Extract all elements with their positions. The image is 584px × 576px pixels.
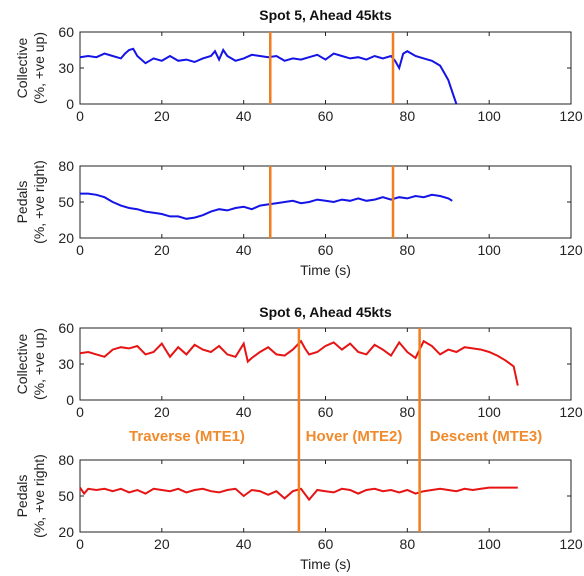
y-axis-label-line2: (%, +ve right) <box>31 160 47 244</box>
y-axis-label-line2: (%, +ve up) <box>31 32 47 104</box>
y-tick-label: 20 <box>58 230 74 246</box>
x-axis-label: Time (s) <box>300 556 351 572</box>
y-tick-label: 0 <box>66 392 74 408</box>
axes-frame <box>79 165 572 239</box>
x-axis-label: Time (s) <box>300 262 351 278</box>
y-tick-label: 30 <box>58 60 74 76</box>
x-tick-label: 40 <box>236 108 252 124</box>
collective-series-line <box>79 339 519 386</box>
x-tick-label: 80 <box>400 108 416 124</box>
panel-spot5-collective: Spot 5, Ahead 45kts 0 20 40 60 80 100 120 0 30 60… <box>14 7 583 124</box>
y-tick-label: 30 <box>58 356 74 372</box>
y-tick-label: 60 <box>58 320 74 336</box>
x-tick-label: 100 <box>477 108 501 124</box>
panel-spot6-collective: Spot 6, Ahead 45kts 0 20 40 60 80 100 120 0 30 60… <box>14 304 583 420</box>
x-tick-label: 60 <box>318 536 334 552</box>
panel-title: Spot 6, Ahead 45kts <box>259 304 392 320</box>
x-tick-label: 60 <box>318 108 334 124</box>
phase-label-hover: Hover (MTE2) <box>306 428 403 445</box>
x-tick-label: 120 <box>559 242 583 258</box>
y-tick-label: 0 <box>66 96 74 112</box>
x-tick-label: 20 <box>154 242 170 258</box>
y-tick-label: 20 <box>58 524 74 540</box>
pedals-series-line <box>79 486 518 502</box>
x-tick-label: 120 <box>559 536 583 552</box>
x-tick-label: 0 <box>76 108 84 124</box>
y-axis-label-line1: Collective <box>14 37 30 98</box>
x-tick-label: 20 <box>154 536 170 552</box>
phase-label-traverse: Traverse (MTE1) <box>129 428 245 445</box>
x-tick-label: 40 <box>236 536 252 552</box>
y-axis-label-line2: (%, +ve up) <box>31 328 47 400</box>
x-tick-label: 100 <box>477 242 501 258</box>
x-tick-label: 0 <box>76 536 84 552</box>
x-tick-label: 0 <box>76 404 84 420</box>
x-tick-label: 0 <box>76 242 84 258</box>
x-tick-label: 60 <box>318 404 334 420</box>
x-tick-label: 20 <box>154 108 170 124</box>
ticks: 0 20 40 60 80 100 120 0 30 60 <box>58 320 582 420</box>
x-tick-label: 100 <box>477 404 501 420</box>
x-tick-label: 80 <box>400 242 416 258</box>
collective-series-line <box>79 47 458 105</box>
x-tick-label: 20 <box>154 404 170 420</box>
y-tick-label: 80 <box>58 452 74 468</box>
axes-frame <box>79 31 572 105</box>
y-tick-label: 80 <box>58 158 74 174</box>
x-tick-label: 80 <box>400 536 416 552</box>
x-tick-label: 100 <box>477 536 501 552</box>
phase-label-descent: Descent (MTE3) <box>430 428 543 445</box>
x-tick-label: 60 <box>318 242 334 258</box>
y-tick-label: 60 <box>58 24 74 40</box>
axes-frame <box>79 459 572 533</box>
panel-title: Spot 5, Ahead 45kts <box>259 7 392 23</box>
y-tick-label: 50 <box>58 488 74 504</box>
x-tick-label: 40 <box>236 242 252 258</box>
y-axis-label-line1: Pedals <box>14 181 30 224</box>
ticks: 0 20 40 60 80 100 120 0 30 60 <box>58 24 582 124</box>
y-axis-label-line1: Pedals <box>14 475 30 518</box>
x-tick-label: 40 <box>236 404 252 420</box>
axes-frame <box>79 327 572 401</box>
x-tick-label: 120 <box>559 108 583 124</box>
x-tick-label: 120 <box>559 404 583 420</box>
y-tick-label: 50 <box>58 194 74 210</box>
y-axis-label-line1: Collective <box>14 333 30 394</box>
y-axis-label-line2: (%, +ve right) <box>31 454 47 538</box>
x-tick-label: 80 <box>400 404 416 420</box>
